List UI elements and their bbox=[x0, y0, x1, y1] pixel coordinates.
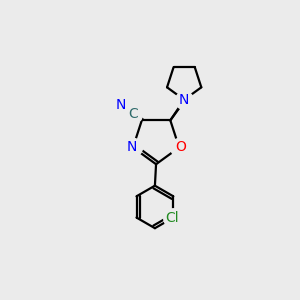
Text: N: N bbox=[127, 140, 137, 154]
Text: N: N bbox=[179, 93, 189, 107]
Text: Cl: Cl bbox=[165, 211, 179, 225]
Text: C: C bbox=[128, 107, 138, 121]
Text: N: N bbox=[116, 98, 126, 112]
Text: O: O bbox=[176, 140, 186, 154]
